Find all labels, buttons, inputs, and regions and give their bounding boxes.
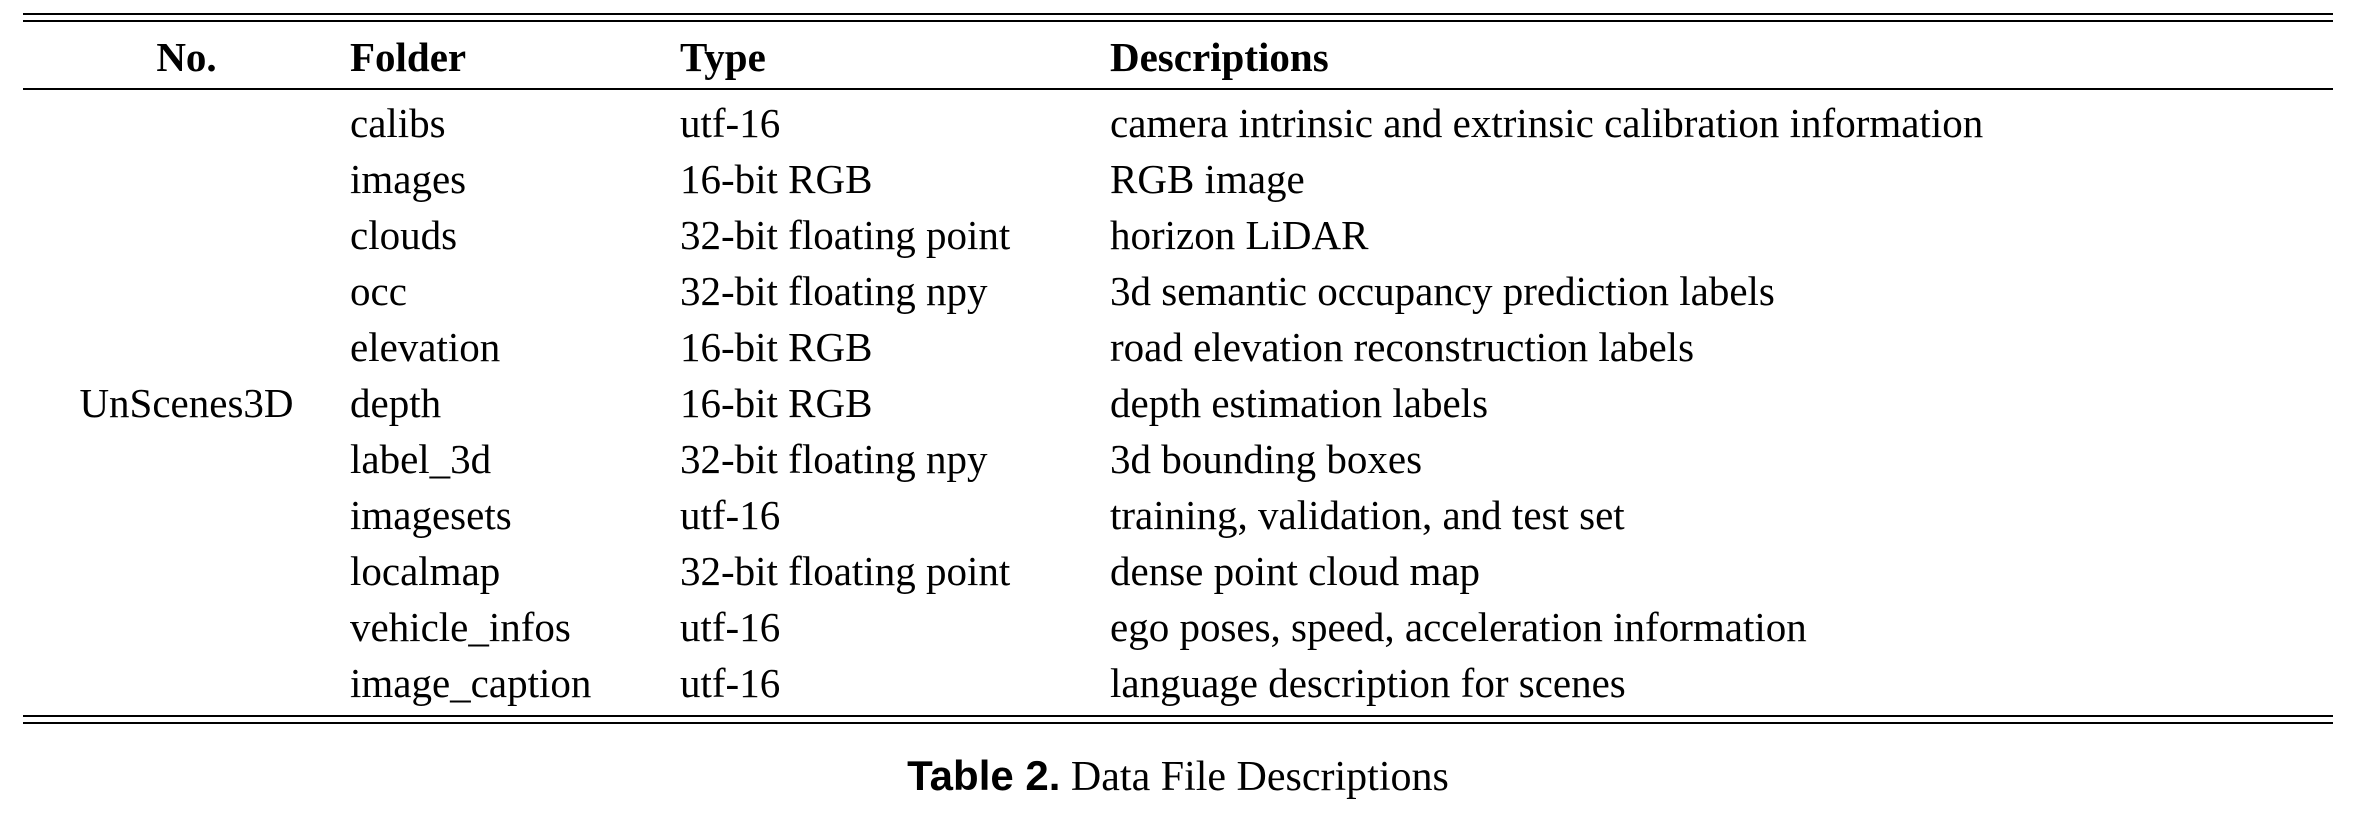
bottom-rule-outer — [23, 722, 2333, 724]
table-row: UnScenes3D calibs utf-16 camera intrinsi… — [23, 92, 2333, 426]
top-rule-inner — [23, 20, 2333, 22]
cell-folder: clouds — [350, 212, 458, 258]
cell-type: 32-bit floating point — [680, 548, 1011, 594]
cell-folder: imagesets — [350, 492, 512, 538]
table-row: image_caption utf-16 language descriptio… — [23, 655, 2333, 711]
cell-description: camera intrinsic and extrinsic calibrati… — [1110, 100, 1984, 146]
cell-folder: depth — [350, 380, 442, 426]
header-no: No. — [156, 34, 217, 80]
bottom-rule-inner — [23, 715, 2333, 717]
cell-type: 32-bit floating point — [680, 212, 1011, 258]
caption-text: Data File Descriptions — [1070, 754, 1449, 800]
data-file-table-figure: No. Folder Type Descriptions UnScenes3D … — [23, 13, 2333, 724]
header-row: No. Folder Type Descriptions — [23, 22, 2333, 88]
cell-type: 32-bit floating npy — [680, 436, 988, 482]
cell-description: RGB image — [1110, 156, 1305, 202]
table-row: imagesets utf-16 training, validation, a… — [23, 487, 2333, 543]
table-row: depth 16-bit RGB depth estimation labels — [23, 375, 2333, 431]
cell-description: horizon LiDAR — [1110, 212, 1369, 258]
cell-description: training, validation, and test set — [1110, 492, 1625, 538]
header-descriptions: Descriptions — [1110, 34, 1329, 80]
table-body-wrap: UnScenes3D calibs utf-16 camera intrinsi… — [23, 90, 2333, 715]
cell-folder: occ — [350, 268, 407, 314]
table-row: images 16-bit RGB RGB image — [23, 151, 2333, 207]
cell-description: language description for scenes — [1110, 660, 1626, 706]
cell-folder: localmap — [350, 548, 501, 594]
cell-type: utf-16 — [680, 492, 781, 538]
group-label: UnScenes3D — [79, 380, 294, 426]
cell-folder: elevation — [350, 324, 501, 370]
table-row: localmap 32-bit floating point dense poi… — [23, 543, 2333, 599]
table-header: No. Folder Type Descriptions — [23, 22, 2333, 88]
header-folder: Folder — [350, 34, 467, 80]
table-row: label_3d 32-bit floating npy 3d bounding… — [23, 431, 2333, 487]
cell-type: utf-16 — [680, 100, 781, 146]
table-row: clouds 32-bit floating point horizon LiD… — [23, 207, 2333, 263]
cell-type: 32-bit floating npy — [680, 268, 988, 314]
cell-type: 16-bit RGB — [680, 324, 873, 370]
cell-folder: label_3d — [350, 436, 492, 482]
cell-description: road elevation reconstruction labels — [1110, 324, 1695, 370]
cell-description: ego poses, speed, acceleration informati… — [1110, 604, 1807, 650]
table-row: vehicle_infos utf-16 ego poses, speed, a… — [23, 599, 2333, 655]
cell-description: 3d semantic occupancy prediction labels — [1110, 268, 1775, 314]
cell-folder: calibs — [350, 100, 446, 146]
cell-type: 16-bit RGB — [680, 156, 873, 202]
cell-description: 3d bounding boxes — [1110, 436, 1423, 482]
cell-folder: image_caption — [350, 660, 592, 706]
cell-folder: vehicle_infos — [350, 604, 571, 650]
cell-type: utf-16 — [680, 604, 781, 650]
header-type: Type — [680, 34, 766, 80]
table-row: elevation 16-bit RGB road elevation reco… — [23, 319, 2333, 375]
cell-type: utf-16 — [680, 660, 781, 706]
caption-label: Table 2. — [907, 752, 1061, 799]
table-row: occ 32-bit floating npy 3d semantic occu… — [23, 263, 2333, 319]
cell-folder: images — [350, 156, 467, 202]
top-rule-outer — [23, 13, 2333, 15]
table-body: UnScenes3D calibs utf-16 camera intrinsi… — [23, 92, 2333, 711]
header-rule — [23, 88, 2333, 90]
table-caption: Table 2. Data File Descriptions — [0, 752, 2356, 801]
cell-description: depth estimation labels — [1110, 380, 1489, 426]
cell-type: 16-bit RGB — [680, 380, 873, 426]
cell-description: dense point cloud map — [1110, 548, 1481, 594]
